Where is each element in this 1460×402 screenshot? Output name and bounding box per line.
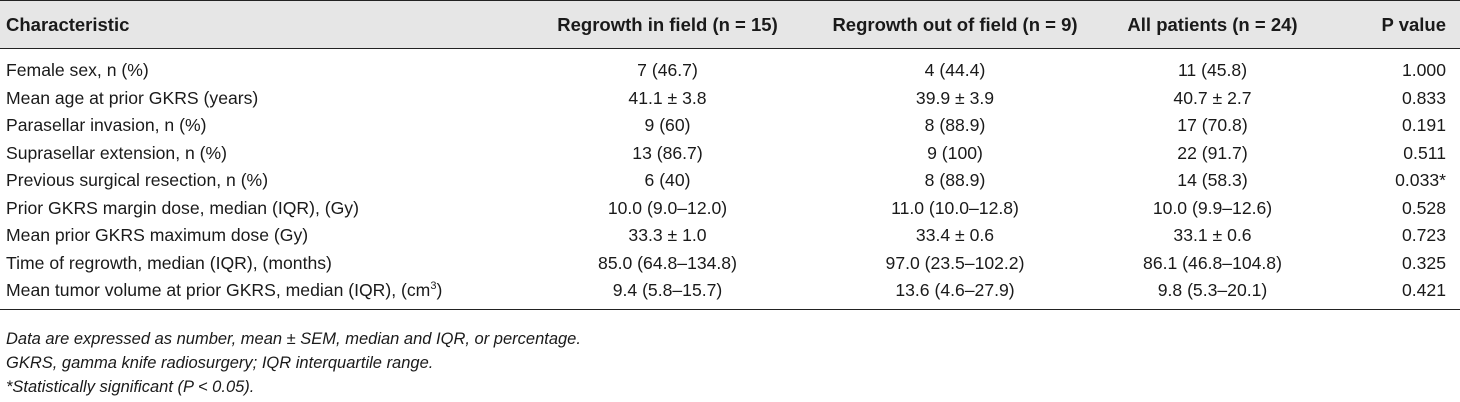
table-row: Mean prior GKRS maximum dose (Gy) 33.3 ±… [0, 222, 1460, 250]
table-row: Parasellar invasion, n (%) 9 (60) 8 (88.… [0, 112, 1460, 140]
cell-all: 17 (70.8) [1177, 115, 1248, 136]
cell-out-field: 9 (100) [927, 142, 983, 163]
cell-in-field: 33.3 ± 1.0 [628, 225, 707, 246]
characteristics-table: Characteristic Regrowth in field (n = 15… [0, 0, 1460, 310]
cell-all: 40.7 ± 2.7 [1173, 87, 1252, 108]
cell-p-value: 1.000 [1401, 60, 1446, 81]
cell-p-value: 0.325 [1401, 252, 1446, 273]
cell-p-value: 0.723 [1401, 225, 1446, 246]
table-row: Prior GKRS margin dose, median (IQR), (G… [0, 195, 1460, 223]
footnote-data-expression: Data are expressed as number, mean ± SEM… [6, 330, 581, 348]
cell-in-field: 41.1 ± 3.8 [628, 87, 707, 108]
cell-characteristic: Parasellar invasion, n (%) [6, 115, 207, 136]
table-row: Time of regrowth, median (IQR), (months)… [0, 250, 1460, 278]
cell-out-field: 11.0 (10.0–12.8) [891, 197, 1019, 218]
cell-all: 86.1 (46.8–104.8) [1143, 252, 1282, 273]
cell-all: 22 (91.7) [1177, 142, 1248, 163]
cell-in-field: 7 (46.7) [637, 60, 698, 81]
cell-in-field: 13 (86.7) [632, 142, 703, 163]
table-row: Female sex, n (%) 7 (46.7) 4 (44.4) 11 (… [0, 57, 1460, 85]
cell-p-value: 0.421 [1325, 277, 1460, 310]
cell-in-field: 9.4 (5.8–15.7) [525, 277, 810, 310]
header-p-value: P value [1325, 0, 1460, 49]
cell-in-field: 6 (40) [644, 170, 691, 191]
cell-characteristic: Mean prior GKRS maximum dose (Gy) [6, 225, 309, 246]
cell-all: 11 (45.8) [1177, 60, 1248, 81]
footnote-abbreviations: GKRS, gamma knife radiosurgery; IQR inte… [6, 354, 434, 372]
cell-p-value: 0.833 [1401, 87, 1446, 108]
cell-out-field: 8 (88.9) [924, 170, 986, 191]
cell-characteristic: Female sex, n (%) [6, 60, 149, 81]
cell-out-field: 97.0 (23.5–102.2) [885, 252, 1025, 273]
cell-characteristic: Mean age at prior GKRS (years) [6, 87, 259, 108]
cell-out-field: 8 (88.9) [924, 115, 986, 136]
table-row: Suprasellar extension, n (%) 13 (86.7) 9… [0, 140, 1460, 168]
cell-p-value: 0.511 [1403, 142, 1446, 163]
cell-in-field: 10.0 (9.0–12.0) [607, 197, 728, 218]
cell-p-value: 0.033* [1395, 170, 1446, 191]
cell-out-field: 13.6 (4.6–27.9) [810, 277, 1100, 310]
cell-all: 10.0 (9.9–12.6) [1152, 197, 1273, 218]
table-header-row: Characteristic Regrowth in field (n = 15… [0, 0, 1460, 49]
table-row: Mean age at prior GKRS (years) 41.1 ± 3.… [0, 85, 1460, 113]
cell-characteristic: Prior GKRS margin dose, median (IQR), (G… [6, 197, 359, 218]
table-row: Previous surgical resection, n (%) 6 (40… [0, 167, 1460, 195]
cell-out-field: 4 (44.4) [924, 60, 986, 81]
cell-all: 9.8 (5.3–20.1) [1100, 277, 1325, 310]
characteristics-table-container: Characteristic Regrowth in field (n = 15… [0, 0, 1460, 310]
table-footnotes: Data are expressed as number, mean ± SEM… [6, 327, 581, 399]
cell-out-field: 39.9 ± 3.9 [915, 87, 995, 108]
footnote-significance: *Statistically significant (P < 0.05). [6, 378, 255, 396]
cell-characteristic-main: Mean tumor volume at prior GKRS, median … [6, 280, 431, 301]
cell-characteristic-end: ) [436, 280, 443, 301]
table-row: Mean tumor volume at prior GKRS, median … [0, 277, 1460, 310]
header-characteristic: Characteristic [0, 0, 525, 49]
cell-p-value: 0.191 [1401, 115, 1446, 136]
cell-out-field: 33.4 ± 0.6 [915, 225, 995, 246]
cell-characteristic: Suprasellar extension, n (%) [6, 142, 228, 163]
superscript-exponent: 3 [430, 280, 437, 293]
cell-characteristic: Previous surgical resection, n (%) [6, 170, 269, 191]
cell-p-value: 0.528 [1401, 197, 1446, 218]
cell-in-field: 9 (60) [644, 115, 691, 136]
header-regrowth-out-of-field: Regrowth out of field (n = 9) [810, 0, 1100, 49]
cell-all: 33.1 ± 0.6 [1173, 225, 1252, 246]
header-regrowth-in-field: Regrowth in field (n = 15) [525, 0, 810, 49]
cell-characteristic: Time of regrowth, median (IQR), (months) [6, 252, 332, 273]
cell-all: 14 (58.3) [1177, 170, 1248, 191]
cell-in-field: 85.0 (64.8–134.8) [598, 252, 737, 273]
cell-characteristic: Mean tumor volume at prior GKRS, median … [0, 277, 525, 310]
header-all-patients: All patients (n = 24) [1100, 0, 1325, 49]
